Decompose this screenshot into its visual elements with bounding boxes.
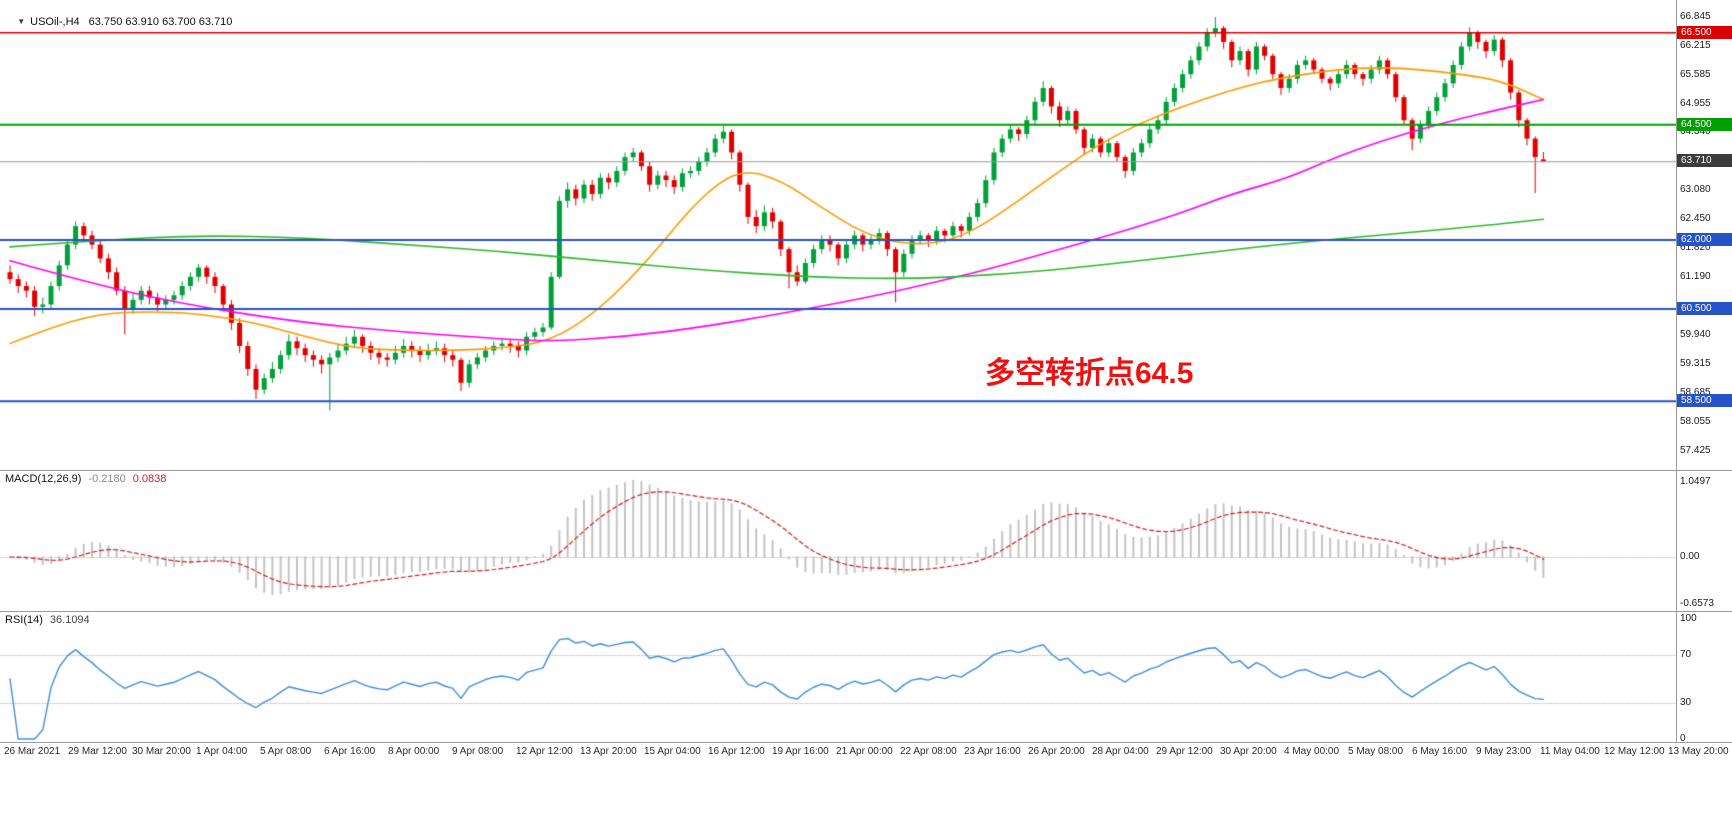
time-axis-label: 5 Apr 08:00 [260,746,312,757]
time-axis-label: 4 May 00:00 [1284,746,1340,757]
price-line-badge: 58.500 [1677,394,1732,408]
symbol-ohlc-header: ▼ USOil-,H4 63.750 63.910 63.700 63.710 [5,4,232,40]
price-line-badge: 62.000 [1677,232,1732,246]
price-axis-label: 65.585 [1680,68,1711,80]
chart-marker-icon: ▼ [17,17,26,26]
time-axis-label: 12 Apr 12:00 [516,746,573,757]
price-axis-label: 61.820 [1680,242,1711,254]
price-axis-label: 59.315 [1680,357,1711,369]
macd-header: MACD(12,26,9) -0.2180 0.0838 [5,473,166,485]
macd-main-value: -0.2180 [88,473,126,485]
chart-annotation-text[interactable]: 多空转折点64.5 [985,357,1194,390]
time-axis-label: 30 Mar 20:00 [132,746,191,757]
macd-axis-label: -0.6573 [1680,598,1714,609]
rsi-axis-label: 70 [1680,649,1692,660]
time-axis-label: 15 Apr 04:00 [644,746,701,757]
time-axis-label: 13 May 20:00 [1668,746,1729,757]
macd-label: MACD(12,26,9) [5,473,82,485]
time-axis-label: 30 Apr 20:00 [1220,746,1277,757]
rsi-label: RSI(14) [5,614,43,626]
time-axis-label: 6 Apr 16:00 [324,746,376,757]
time-axis-label: 9 May 23:00 [1476,746,1532,757]
rsi-value: 36.1094 [49,614,90,626]
price-axis-label: 58.055 [1680,415,1711,427]
panel-separator[interactable] [0,611,1732,612]
time-axis-label: 16 Apr 12:00 [708,746,765,757]
rsi-axis-label: 0 [1680,733,1686,744]
time-axis-label: 23 Apr 16:00 [964,746,1021,757]
price-axis-label: 59.940 [1680,328,1711,340]
time-axis-label: 12 May 12:00 [1604,746,1665,757]
time-axis-label: 28 Apr 04:00 [1092,746,1149,757]
price-axis-label: 61.190 [1680,271,1711,283]
price-axis-separator [1676,0,1677,742]
price-axis-label: 57.425 [1680,444,1711,456]
macd-signal-value: 0.0838 [132,473,167,485]
time-axis-label: 29 Apr 12:00 [1156,746,1213,757]
price-line-badge: 63.710 [1677,154,1732,168]
time-axis-label: 26 Apr 20:00 [1028,746,1085,757]
time-axis-label: 1 Apr 04:00 [196,746,248,757]
price-axis-label: 62.450 [1680,213,1711,225]
panel-separator[interactable] [0,470,1732,471]
price-axis-label: 58.685 [1680,386,1711,398]
rsi-axis-label: 30 [1680,697,1692,708]
macd-axis-label: 0.00 [1680,551,1700,563]
price-axis-label: 66.215 [1680,39,1711,51]
panel-separator[interactable] [0,742,1732,743]
time-axis-label: 6 May 16:00 [1412,746,1468,757]
price-line-badge: 60.500 [1677,302,1732,316]
price-axis-label: 63.080 [1680,184,1711,196]
price-line-badge: 64.500 [1677,117,1732,131]
price-line-badge: 66.500 [1677,25,1732,39]
time-axis-label: 29 Mar 12:00 [68,746,127,757]
price-axis-label: 64.340 [1680,126,1711,138]
rsi-axis-label: 100 [1680,613,1697,624]
time-axis-label: 26 Mar 2021 [4,746,61,757]
time-axis-label: 5 May 08:00 [1348,746,1404,757]
price-axis-label: 66.845 [1680,10,1711,22]
time-axis-label: 8 Apr 00:00 [388,746,440,757]
macd-axis-label: 1.0497 [1680,476,1711,487]
rsi-header: RSI(14) 36.1094 [5,614,90,626]
time-axis-label: 19 Apr 16:00 [772,746,829,757]
time-axis-label: 22 Apr 08:00 [900,746,957,757]
time-axis-label: 11 May 04:00 [1540,746,1600,757]
time-axis-label: 9 Apr 08:00 [452,746,504,757]
time-axis-label: 13 Apr 20:00 [580,746,637,757]
time-axis-label: 21 Apr 00:00 [836,746,893,757]
price-axis-label: 64.955 [1680,97,1711,109]
ohlc-values: 63.750 63.910 63.700 63.710 [88,16,233,28]
symbol-timeframe-label: USOil-,H4 [30,16,80,28]
